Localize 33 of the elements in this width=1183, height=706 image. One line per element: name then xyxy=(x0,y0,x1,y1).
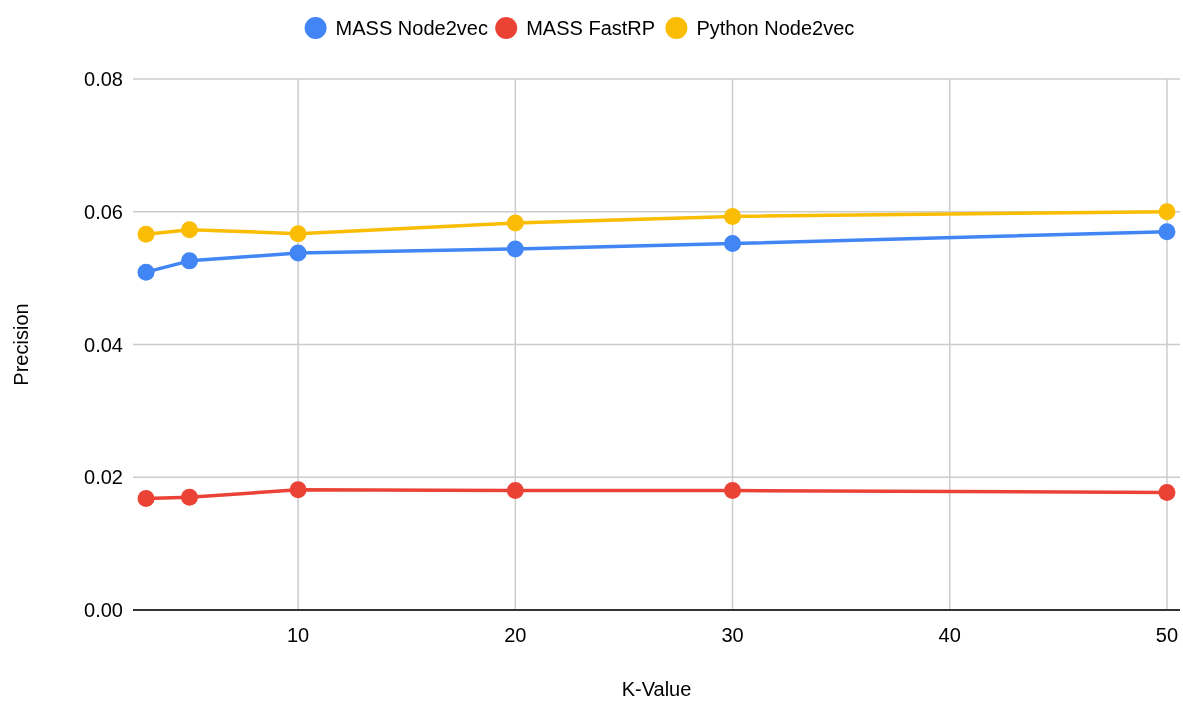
point xyxy=(724,235,742,253)
y-axis-title: Precision xyxy=(10,303,32,386)
y-tick-label: 0.02 xyxy=(84,466,123,489)
point xyxy=(137,263,155,281)
y-tick-label: 0.06 xyxy=(84,200,123,223)
point xyxy=(180,221,198,239)
point xyxy=(180,252,198,270)
point xyxy=(289,481,307,499)
point xyxy=(1158,203,1176,221)
point xyxy=(506,214,524,232)
point xyxy=(289,244,307,262)
point xyxy=(724,482,742,500)
x-tick-label: 40 xyxy=(938,624,961,646)
legend-label: MASS Node2vec xyxy=(335,17,488,39)
point xyxy=(506,482,524,500)
x-axis-title: K-Value xyxy=(621,678,692,700)
point xyxy=(180,488,198,506)
x-tick-label: 30 xyxy=(721,624,744,646)
y-tick-label: 0.08 xyxy=(84,68,123,90)
x-tick-label: 50 xyxy=(1155,624,1179,646)
y-tick-label: 0.04 xyxy=(84,333,123,356)
point xyxy=(137,489,155,507)
point xyxy=(137,225,155,243)
point xyxy=(1158,484,1176,502)
x-tick-label: 10 xyxy=(286,624,310,646)
x-tick-label: 20 xyxy=(504,624,527,646)
point xyxy=(1158,223,1176,241)
y-tick-label: 0.00 xyxy=(84,599,123,621)
point xyxy=(724,207,742,225)
legend-label: MASS FastRP xyxy=(526,17,656,39)
point xyxy=(289,225,307,243)
point xyxy=(506,240,524,258)
legend-label: Python Node2vec xyxy=(696,17,855,39)
